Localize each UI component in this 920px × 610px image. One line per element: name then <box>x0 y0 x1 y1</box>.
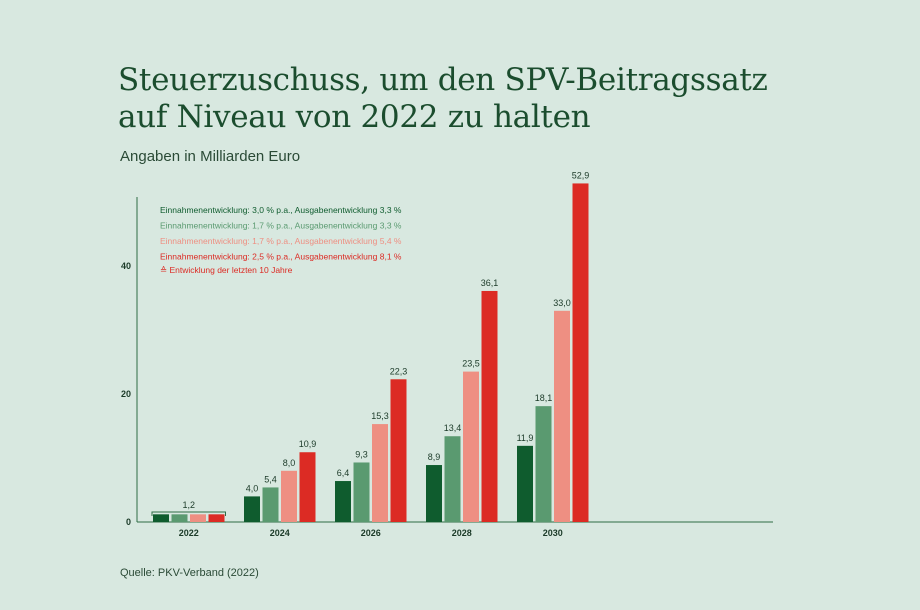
bar <box>281 470 297 522</box>
x-tick-label: 2024 <box>270 528 290 538</box>
bar <box>153 514 169 522</box>
bar <box>390 379 407 522</box>
x-tick-label: 2022 <box>179 528 199 538</box>
bar-value-label: 22,3 <box>390 366 408 376</box>
bar <box>190 514 206 522</box>
bar <box>463 371 479 522</box>
bar-value-label: 52,9 <box>572 170 590 180</box>
bar-value-label: 9,3 <box>355 449 368 459</box>
x-tick-label: 2028 <box>452 528 472 538</box>
bar-value-label: 6,4 <box>337 468 350 478</box>
chart-subtitle: Angaben in Milliarden Euro <box>120 148 301 165</box>
bar <box>244 496 260 522</box>
group-value-label: 1,2 <box>182 500 195 510</box>
bar <box>335 481 351 522</box>
bar-value-label: 11,9 <box>517 433 534 443</box>
legend-entry: Einnahmenentwicklung: 3,0 % p.a., Ausgab… <box>160 205 402 215</box>
bar-value-label: 33,0 <box>553 298 571 308</box>
bar <box>299 452 316 522</box>
bar-value-label: 13,4 <box>444 423 462 433</box>
bar <box>517 445 533 522</box>
legend-entry: Einnahmenentwicklung: 1,7 % p.a., Ausgab… <box>160 236 402 246</box>
y-tick-label: 0 <box>126 517 131 527</box>
y-tick-label: 20 <box>121 389 131 399</box>
bar <box>481 290 498 522</box>
bar <box>444 436 461 522</box>
bar-value-label: 36,1 <box>481 278 499 288</box>
bar-value-label: 23,5 <box>462 359 480 369</box>
source-note: Quelle: PKV-Verband (2022) <box>120 567 259 579</box>
legend-entry-note: ≙ Entwicklung der letzten 10 Jahre <box>160 265 293 275</box>
bar <box>572 183 589 522</box>
x-tick-label: 2030 <box>543 528 563 538</box>
legend-entry: Einnahmenentwicklung: 1,7 % p.a., Ausgab… <box>160 221 402 231</box>
bar-value-label: 18,1 <box>535 393 553 403</box>
bar <box>353 462 370 522</box>
bar-value-label: 15,3 <box>371 411 389 421</box>
bar-value-label: 8,9 <box>428 452 441 462</box>
bar <box>372 424 388 522</box>
bar <box>554 310 570 522</box>
bar <box>262 487 279 522</box>
bar <box>171 514 188 522</box>
bar <box>535 406 552 522</box>
bar <box>208 514 225 522</box>
bar-value-label: 10,9 <box>299 439 317 449</box>
group-bracket <box>151 511 226 516</box>
y-tick-label: 40 <box>121 261 131 271</box>
bar <box>426 465 442 522</box>
bar-value-label: 4,0 <box>246 483 259 493</box>
x-tick-label: 2026 <box>361 528 381 538</box>
bar-value-label: 8,0 <box>283 458 296 468</box>
chart-title: Steuerzuschuss, um den SPV-Beitragssatz … <box>118 62 768 135</box>
bar-value-label: 5,4 <box>264 474 277 484</box>
legend-entry: Einnahmenentwicklung: 2,5 % p.a., Ausgab… <box>160 252 402 262</box>
